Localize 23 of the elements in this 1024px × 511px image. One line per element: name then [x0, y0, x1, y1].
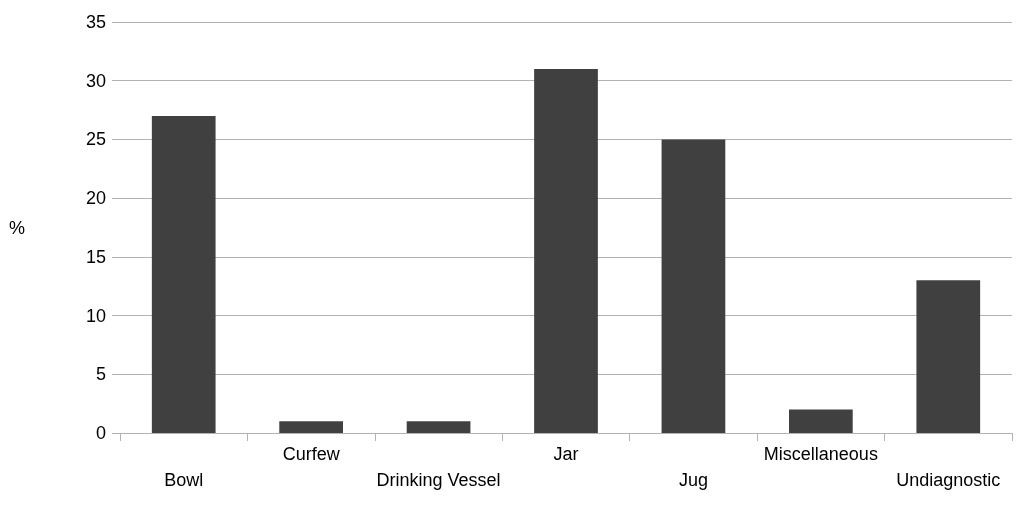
y-tick-label: 15	[85, 246, 106, 267]
y-tick-label: 25	[85, 129, 106, 150]
bar	[534, 68, 598, 433]
x-tick-label: Drinking Vessel	[376, 470, 501, 490]
y-tick-label: 5	[95, 364, 106, 385]
x-tick-label: Undiagnostic	[896, 470, 1001, 490]
bar	[789, 409, 853, 433]
bar	[279, 421, 343, 433]
x-tick-label: Bowl	[164, 470, 204, 490]
y-axis-title: %	[8, 217, 25, 238]
bar	[916, 280, 981, 433]
y-tick-label: 10	[85, 305, 106, 326]
y-tick-label: 20	[85, 188, 106, 209]
x-tick-label: Curfew	[282, 444, 341, 464]
y-tick-label: 30	[85, 70, 106, 91]
bar	[661, 139, 726, 433]
x-tick-label: Jar	[553, 444, 579, 464]
y-tick-label: 0	[95, 423, 106, 443]
bar	[406, 421, 471, 433]
bar	[151, 115, 216, 433]
x-tick-label: Jug	[678, 470, 708, 490]
y-tick-label: 35	[85, 12, 106, 32]
x-tick-label: Miscellaneous	[763, 444, 878, 464]
